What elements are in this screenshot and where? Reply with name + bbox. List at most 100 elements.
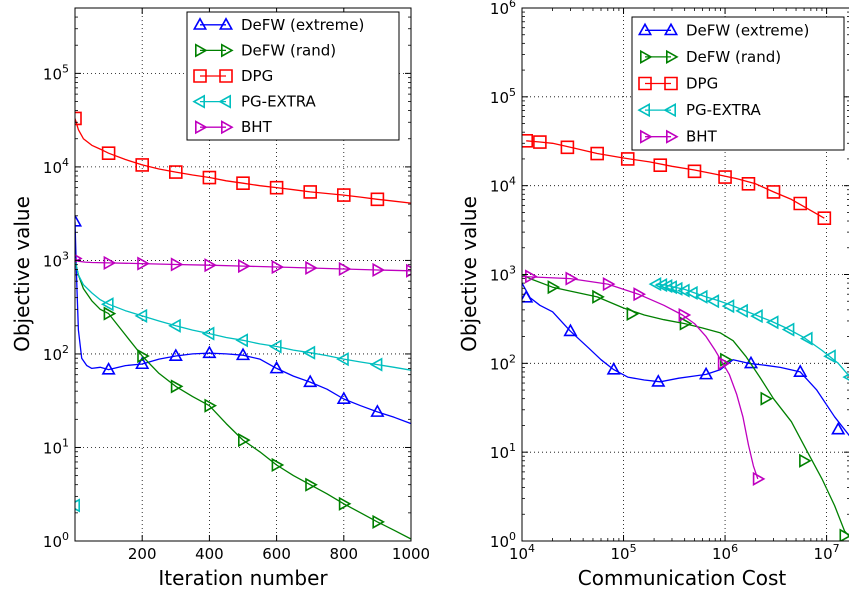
right-marker-pg-extra <box>664 280 677 295</box>
left-x-tick-label: 800 <box>329 545 358 563</box>
left-legend-marker-dpg <box>193 69 207 83</box>
right-marker-pg-extra <box>721 299 735 314</box>
left-x-tick-label: 200 <box>128 545 157 563</box>
right-marker-pg-extra <box>799 331 813 346</box>
right-legend-marker-pg-extra <box>663 103 676 118</box>
left-legend-label-defw-rand: DeFW (rand) <box>241 41 336 59</box>
left-marker-defw-extreme <box>101 361 116 375</box>
left-legend-label-pg-extra: PG-EXTRA <box>241 93 317 111</box>
left-ylabel: Objective value <box>10 196 34 352</box>
right-legend-marker-pg-extra <box>637 103 650 118</box>
right-marker-pg-extra <box>765 315 779 330</box>
left-legend-marker-pg-extra <box>218 94 231 109</box>
left-marker-bht <box>271 259 285 275</box>
right-ylabel: Objective value <box>457 196 481 352</box>
right-marker-pg-extra <box>781 322 795 337</box>
left-y-tick-label: 100 <box>43 530 69 551</box>
left-marker-dpg <box>101 146 116 161</box>
right-marker-dpg <box>522 133 534 148</box>
right-y-tick-label: 106 <box>490 0 516 18</box>
left-marker-defw-rand <box>103 306 117 321</box>
left-x-tick-label: 400 <box>195 545 224 563</box>
left-marker-defw-rand <box>238 433 251 448</box>
left-marker-dpg <box>169 165 183 179</box>
left-marker-dpg <box>75 111 82 126</box>
right-y-tick-label: 100 <box>490 530 516 551</box>
right-marker-defw-rand <box>679 316 693 331</box>
right-marker-dpg <box>718 170 732 184</box>
right-marker-dpg <box>687 164 702 179</box>
left-marker-defw-rand <box>137 348 150 364</box>
left-legend: DeFW (extreme) DeFW (rand) DPG PG-EXTRA BHT <box>186 11 400 141</box>
left-legend-label-dpg: DPG <box>241 67 273 85</box>
left-legend-marker-bht <box>195 120 208 135</box>
left-ticks: 200 400 600 800 1000 100 101 102 103 104 105 <box>43 7 430 563</box>
left-marker-dpg <box>135 158 149 172</box>
right-marker-defw-rand <box>839 528 849 541</box>
left-marker-pg-extra <box>168 318 181 333</box>
right-marker-dpg <box>533 135 547 149</box>
right-marker-dpg <box>766 185 781 199</box>
left-marker-dpg <box>269 180 284 195</box>
right-marker-defw-rand <box>547 280 561 295</box>
left-y-tick-label: 105 <box>43 62 69 83</box>
left-marker-pg-extra <box>336 352 349 367</box>
right-legend-label-pg-extra: PG-EXTRA <box>686 101 762 119</box>
left-marker-pg-extra <box>100 297 114 312</box>
left-marker-bht <box>238 259 251 274</box>
right-marker-pg-extra <box>823 349 836 364</box>
right-marker-defw-rand <box>760 391 774 406</box>
right-legend-label-defw-rand: DeFW (rand) <box>686 48 781 66</box>
right-marker-defw-extreme <box>699 366 714 380</box>
right-series-line-pg-extra <box>656 283 849 377</box>
right-marker-pg-extra <box>659 279 673 294</box>
right-marker-bht <box>525 269 538 284</box>
right-marker-defw-rand <box>799 453 812 468</box>
left-marker-defw-rand <box>170 379 184 394</box>
right-legend-marker-defw-rand <box>640 49 653 64</box>
right-marker-bht <box>565 271 579 286</box>
left-legend-marker-dpg <box>219 69 233 83</box>
left-x-tick-label: 1000 <box>392 545 430 563</box>
left-marker-defw-extreme <box>235 347 251 361</box>
left-marker-defw-rand <box>305 477 318 492</box>
right-y-tick-label: 105 <box>490 86 516 107</box>
left-marker-defw-extreme <box>269 360 284 374</box>
left-marker-dpg <box>236 176 250 190</box>
right-series-line-defw-rand <box>522 273 849 538</box>
left-marker-dpg <box>202 170 217 185</box>
left-marker-dpg <box>337 188 351 202</box>
left-marker-pg-extra <box>75 498 80 513</box>
left-marker-bht <box>204 258 218 273</box>
left-y-tick-label: 104 <box>43 156 69 177</box>
left-marker-defw-extreme <box>135 356 150 370</box>
right-marker-pg-extra <box>685 285 698 301</box>
left-marker-defw-extreme <box>303 374 318 388</box>
left-marker-pg-extra <box>134 308 148 323</box>
right-marker-defw-extreme <box>831 421 846 435</box>
left-marker-pg-extra <box>302 345 316 360</box>
right-marker-dpg <box>817 211 832 226</box>
left-marker-dpg <box>303 185 317 199</box>
left-marker-defw-extreme <box>168 348 183 362</box>
right-marker-bht <box>678 307 692 323</box>
left-series-line-pg-extra <box>75 260 411 371</box>
right-marker-defw-rand <box>592 289 605 304</box>
left-legend-marker-defw-extreme <box>192 17 208 30</box>
right-marker-bht <box>717 356 731 371</box>
right-marker-defw-extreme <box>793 364 808 377</box>
left-marker-bht <box>372 262 386 278</box>
left-marker-bht <box>103 255 117 270</box>
right-marker-dpg <box>653 158 668 172</box>
left-marker-bht <box>170 257 184 272</box>
left-marker-defw-rand <box>204 398 218 413</box>
left-marker-pg-extra <box>268 339 282 354</box>
right-marker-defw-extreme <box>606 361 621 375</box>
right-marker-pg-extra <box>654 278 668 293</box>
left-marker-bht <box>137 256 150 271</box>
right-legend-box <box>631 16 845 151</box>
right-legend-label-dpg: DPG <box>686 75 718 93</box>
right-marker-defw-extreme <box>563 323 578 337</box>
right-marker-pg-extra <box>706 294 720 309</box>
